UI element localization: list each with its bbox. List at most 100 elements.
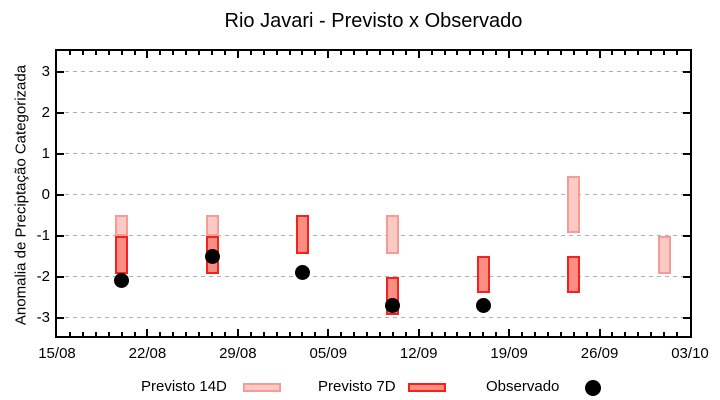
x-tick-major (236, 329, 239, 336)
y-tick-left (57, 275, 64, 278)
x-tick-minor (249, 51, 252, 55)
x-tick-minor (211, 51, 214, 55)
x-tick-minor (314, 51, 317, 55)
x-tick-minor (378, 51, 381, 55)
x-tick-minor (495, 51, 498, 55)
y-tick-left (57, 111, 64, 114)
y-tick-label: -2 (36, 267, 50, 285)
x-tick-minor (650, 332, 653, 336)
y-tick-left (57, 234, 64, 237)
x-tick-minor (185, 51, 188, 55)
x-tick-minor (185, 332, 188, 336)
x-tick-minor (223, 332, 226, 336)
y-gridline (57, 112, 690, 113)
plot-frame (55, 49, 692, 338)
x-tick-minor (676, 51, 679, 55)
legend-label-previsto-14d: Previsto 14D (141, 378, 227, 395)
x-tick-minor (198, 332, 201, 336)
x-tick-minor (172, 332, 175, 336)
y-tick-label: -1 (36, 226, 50, 244)
observado-dot (294, 264, 310, 280)
x-tick-minor (482, 51, 485, 55)
y-tick-right (683, 316, 690, 319)
x-tick-label: 22/08 (128, 345, 167, 362)
x-tick-minor (404, 51, 407, 55)
x-tick-minor (391, 332, 394, 336)
x-tick-label: 05/09 (309, 345, 348, 362)
x-tick-minor (340, 51, 343, 55)
x-tick-minor (533, 332, 536, 336)
observado-dot (385, 297, 401, 313)
x-tick-minor (663, 332, 666, 336)
x-tick-minor (107, 332, 110, 336)
x-tick-minor (495, 332, 498, 336)
x-tick-minor (546, 332, 549, 336)
x-tick-minor (443, 332, 446, 336)
x-tick-minor (249, 332, 252, 336)
x-tick-minor (120, 51, 123, 55)
previsto-7d-bar (476, 256, 490, 293)
x-tick-major (327, 51, 330, 58)
x-tick-minor (559, 332, 562, 336)
x-tick-major (327, 329, 330, 336)
x-tick-minor (469, 51, 472, 55)
x-tick-minor (676, 332, 679, 336)
x-tick-minor (559, 51, 562, 55)
y-tick-left (57, 152, 64, 155)
y-gridline (57, 153, 690, 154)
x-tick-minor (133, 332, 136, 336)
x-tick-minor (81, 51, 84, 55)
x-tick-minor (521, 51, 524, 55)
x-tick-minor (430, 332, 433, 336)
x-tick-major (508, 329, 511, 336)
x-tick-minor (456, 332, 459, 336)
x-tick-minor (624, 51, 627, 55)
x-tick-major (598, 329, 601, 336)
x-tick-major (508, 51, 511, 58)
x-tick-minor (223, 51, 226, 55)
y-gridline (57, 235, 690, 236)
x-tick-minor (159, 51, 162, 55)
x-tick-minor (469, 332, 472, 336)
x-tick-minor (572, 332, 575, 336)
x-tick-minor (159, 332, 162, 336)
legend-label-observado: Observado (486, 378, 560, 395)
x-tick-minor (68, 51, 71, 55)
previsto-14d-bar (386, 215, 400, 254)
x-tick-minor (546, 51, 549, 55)
x-tick-major (417, 51, 420, 58)
x-tick-minor (288, 332, 291, 336)
y-tick-label: 0 (41, 185, 50, 203)
x-tick-minor (624, 332, 627, 336)
y-tick-right (683, 234, 690, 237)
x-tick-minor (443, 51, 446, 55)
x-tick-minor (585, 51, 588, 55)
y-tick-label: -3 (36, 308, 50, 326)
previsto-7d-bar (115, 235, 129, 275)
legend-observado-dot-icon (585, 380, 601, 396)
legend-swatch-previsto-7d-icon (408, 383, 446, 392)
x-tick-minor (262, 332, 265, 336)
x-tick-minor (340, 332, 343, 336)
x-tick-minor (94, 332, 97, 336)
x-tick-minor (107, 51, 110, 55)
legend-label-previsto-7d: Previsto 7D (318, 378, 396, 395)
x-tick-minor (611, 332, 614, 336)
x-tick-minor (314, 332, 317, 336)
x-tick-minor (663, 51, 666, 55)
x-tick-minor (211, 332, 214, 336)
previsto-14d-bar (567, 176, 581, 234)
x-tick-minor (391, 51, 394, 55)
previsto-7d-bar (567, 256, 581, 293)
x-tick-label: 29/08 (219, 345, 257, 362)
y-tick-right (683, 275, 690, 278)
x-tick-minor (275, 332, 278, 336)
x-tick-minor (572, 51, 575, 55)
x-tick-minor (94, 51, 97, 55)
x-tick-label: 12/09 (399, 345, 438, 362)
x-tick-minor (585, 332, 588, 336)
y-tick-label: 1 (41, 144, 50, 162)
x-tick-minor (81, 332, 84, 336)
observado-dot (475, 297, 491, 313)
